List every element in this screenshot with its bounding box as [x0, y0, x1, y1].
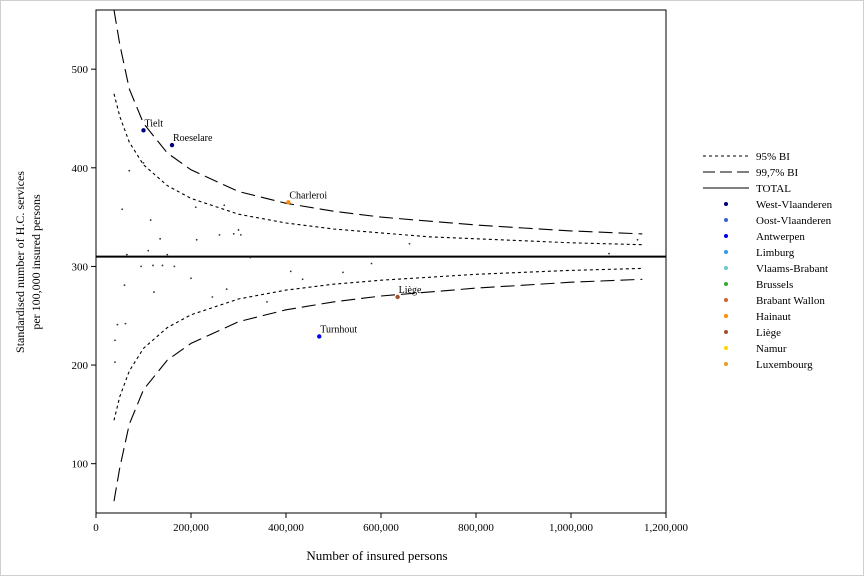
- y-tick-label: 300: [72, 261, 89, 273]
- y-axis-title-line-1: Standardised number of H.C. services: [13, 171, 27, 353]
- x-tick-label: 1,000,000: [549, 522, 594, 534]
- legend-label: 95% BI: [756, 151, 790, 163]
- legend-color-dot: [724, 202, 728, 206]
- data-point: [125, 253, 128, 256]
- data-point: [149, 219, 152, 221]
- data-point: [116, 323, 119, 326]
- y-axis-title-line-2: per 100,000 insured persons: [29, 194, 43, 330]
- data-point: [266, 301, 268, 303]
- data-point: [342, 271, 344, 274]
- legend-label: West-Vlaanderen: [756, 199, 833, 211]
- lower-95-bound-line: [113, 267, 643, 421]
- data-point: [152, 264, 154, 267]
- point-label-tielt: Tielt: [145, 118, 164, 129]
- data-point: [408, 242, 411, 245]
- data-point-charleroi: [286, 200, 291, 205]
- data-point-turnhout: [317, 334, 322, 339]
- legend-color-dot: [724, 218, 728, 222]
- legend-label: Liège: [756, 327, 781, 339]
- data-point: [140, 265, 143, 268]
- legend-label: Antwerpen: [756, 231, 805, 243]
- data-point: [225, 288, 228, 291]
- data-point: [211, 296, 214, 298]
- legend-color-dot: [724, 298, 728, 302]
- upper-95-bound-line: [113, 93, 643, 246]
- legend-label: Brabant Wallon: [756, 295, 825, 307]
- data-point: [249, 256, 252, 259]
- y-tick-label: 200: [72, 360, 89, 372]
- data-point: [289, 270, 292, 273]
- point-label-li-ge: Liège: [399, 285, 422, 296]
- legend-color-dot: [724, 346, 728, 350]
- legend-color-dot: [724, 234, 728, 238]
- data-point: [190, 277, 192, 280]
- upper-997-bound-line: [113, 10, 643, 235]
- data-point: [142, 161, 145, 164]
- data-point: [636, 238, 639, 241]
- legend-color-dot: [724, 330, 728, 334]
- legend: 95% BI 99,7% BI TOTAL West-Vlaanderen Oost-V…: [703, 151, 833, 371]
- data-point: [161, 264, 164, 267]
- x-axis-title: Number of insured persons: [306, 548, 447, 563]
- legend-label: TOTAL: [756, 183, 791, 195]
- legend-label: Hainaut: [756, 311, 791, 323]
- y-tick-label: 500: [72, 64, 89, 76]
- data-point-tielt: [141, 128, 146, 133]
- point-label-turnhout: Turnhout: [320, 324, 357, 335]
- x-tick-label: 800,000: [458, 522, 494, 534]
- data-point: [128, 169, 131, 172]
- legend-color-dot: [724, 362, 728, 366]
- legend-label: Luxembourg: [756, 359, 813, 371]
- data-point: [173, 265, 176, 268]
- y-tick-label: 400: [72, 163, 89, 175]
- data-point: [195, 238, 198, 241]
- data-point: [370, 262, 373, 265]
- data-point: [223, 204, 226, 207]
- legend-color-dot: [724, 314, 728, 318]
- legend-label: Oost-Vlaanderen: [756, 215, 832, 227]
- data-point: [239, 233, 242, 236]
- data-point: [218, 233, 221, 236]
- legend-color-dot: [724, 250, 728, 254]
- x-tick-label: 1,200,000: [644, 522, 689, 534]
- legend-label: Brussels: [756, 279, 793, 291]
- legend-color-dot: [724, 266, 728, 270]
- data-point: [194, 206, 197, 209]
- x-tick-label: 0: [93, 522, 99, 534]
- data-point: [114, 361, 116, 363]
- legend-color-dot: [724, 282, 728, 286]
- legend-label: 99,7% BI: [756, 167, 799, 179]
- data-point: [114, 339, 116, 342]
- data-point: [123, 284, 126, 287]
- data-point: [166, 253, 169, 256]
- data-point: [608, 252, 610, 255]
- y-tick-label: 100: [72, 459, 89, 471]
- data-point: [147, 249, 150, 252]
- data-point: [159, 237, 162, 240]
- data-point-li-ge: [395, 294, 400, 300]
- point-label-roeselare: Roeselare: [173, 133, 213, 144]
- legend-label: Vlaams-Brabant: [756, 263, 828, 275]
- legend-label: Limburg: [756, 247, 795, 259]
- data-point: [232, 232, 235, 235]
- data-point: [301, 278, 304, 281]
- data-point: [124, 322, 127, 325]
- lower-997-bound-line: [113, 278, 643, 502]
- x-tick-label: 400,000: [268, 522, 304, 534]
- data-point: [121, 208, 124, 211]
- x-tick-label: 600,000: [363, 522, 399, 534]
- data-point: [237, 229, 240, 231]
- point-label-charleroi: Charleroi: [289, 190, 327, 201]
- x-tick-label: 200,000: [173, 522, 209, 534]
- legend-label: Namur: [756, 343, 787, 355]
- data-point: [153, 291, 155, 293]
- data-point-roeselare: [169, 142, 175, 148]
